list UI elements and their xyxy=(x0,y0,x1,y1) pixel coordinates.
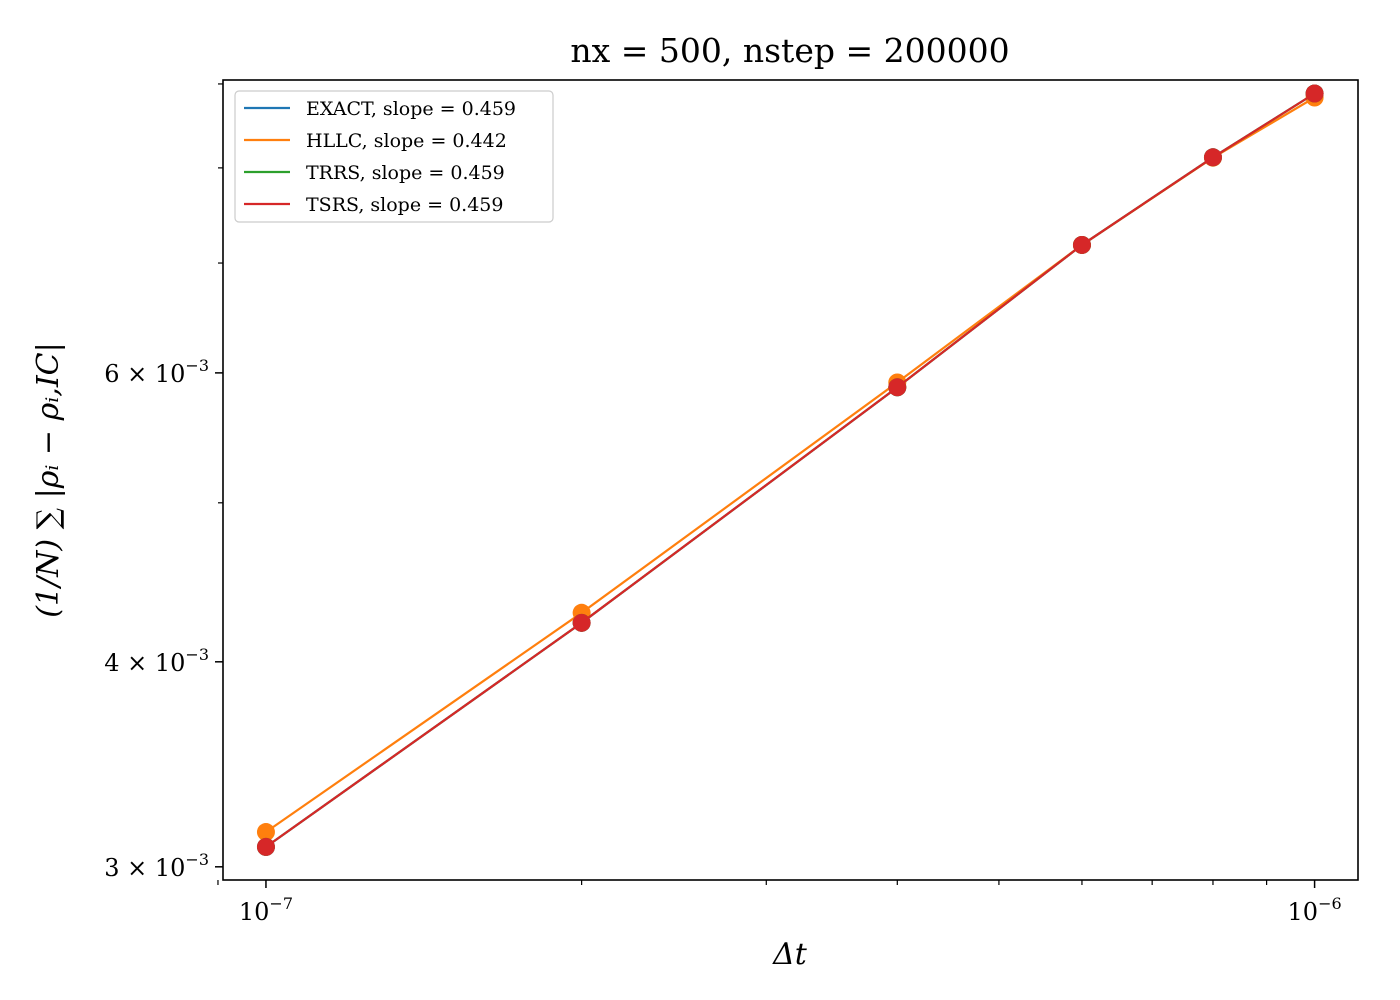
data-point xyxy=(1305,84,1324,103)
legend: EXACT, slope = 0.459 HLLC, slope = 0.442 T… xyxy=(234,90,554,223)
chart-title: nx = 500, nstep = 200000 xyxy=(570,31,1009,70)
y-tick-label: 6 × 10−3 xyxy=(104,356,209,388)
x-axis-label: Δt xyxy=(772,937,808,972)
series-layer xyxy=(256,84,1324,856)
y-tick-label: 3 × 10−3 xyxy=(104,850,209,882)
legend-label: HLLC, slope = 0.442 xyxy=(306,130,507,152)
data-point xyxy=(888,378,907,397)
legend-box xyxy=(234,90,554,223)
plot-frame xyxy=(222,79,1359,881)
legend-label: TRRS, slope = 0.459 xyxy=(306,162,505,184)
series-line xyxy=(265,92,1316,848)
y-axis-label: (1/N) ∑ |ρᵢ − ρᵢ,IC| xyxy=(31,342,66,617)
legend-items: EXACT, slope = 0.459 HLLC, slope = 0.442 T… xyxy=(244,98,516,216)
data-point xyxy=(256,823,275,842)
legend-label: TSRS, slope = 0.459 xyxy=(306,194,503,216)
x-tick-label: 10−6 xyxy=(1288,894,1342,926)
y-axis-ticks: 3 × 10−3 4 × 10−3 6 × 10−3 xyxy=(104,356,223,882)
data-point xyxy=(256,837,275,856)
data-point xyxy=(572,613,591,632)
y-tick-label: 4 × 10−3 xyxy=(104,645,209,677)
minor-ticks xyxy=(217,83,1268,885)
x-axis-ticks: 10−7 10−6 xyxy=(239,880,1342,926)
data-point xyxy=(1203,148,1222,167)
data-point xyxy=(1072,235,1091,254)
series-tsrs xyxy=(256,84,1324,856)
legend-label: EXACT, slope = 0.459 xyxy=(306,98,516,120)
x-tick-label: 10−7 xyxy=(239,894,293,926)
